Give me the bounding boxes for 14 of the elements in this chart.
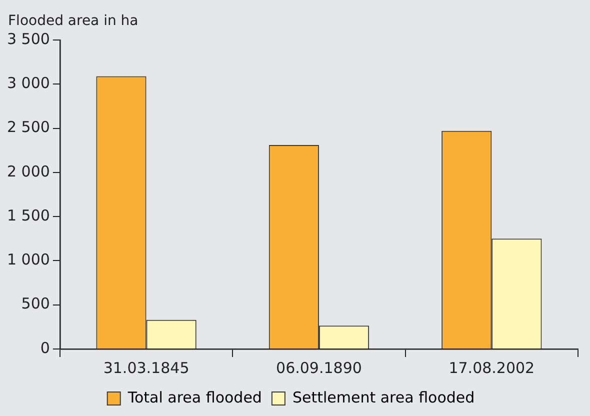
x-tick-label: 31.03.1845 <box>103 358 190 377</box>
y-tick-label: 3 500 <box>6 30 50 48</box>
y-tick-label: 1 000 <box>6 250 50 269</box>
legend-label: Total area flooded <box>126 388 262 406</box>
x-tick-label: 17.08.2002 <box>448 358 535 377</box>
y-tick-label: 2 000 <box>6 162 50 180</box>
x-tick-label: 06.09.1890 <box>276 358 362 377</box>
y-axis-title: Flooded area in ha <box>8 13 138 29</box>
y-tick-label: 3 000 <box>6 74 50 92</box>
y-tick-label: 2 500 <box>6 118 50 136</box>
y-tick-label: 1 500 <box>6 206 50 224</box>
y-tick-label: 500 <box>21 294 50 313</box>
legend-label: Settlement area flooded <box>292 388 475 406</box>
y-tick-label: 0 <box>40 338 50 357</box>
